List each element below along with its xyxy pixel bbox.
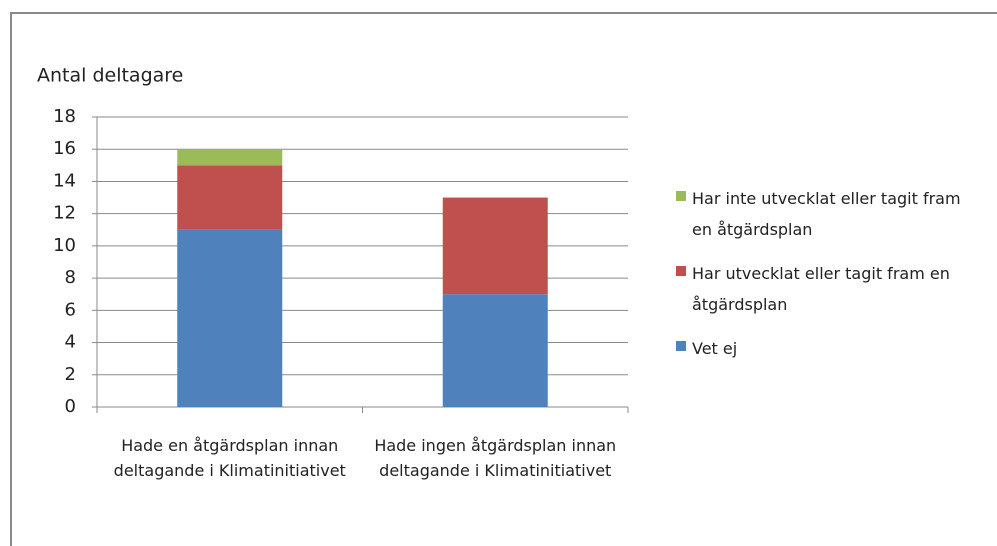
y-tick-label: 2 [65,364,76,385]
y-tick-label: 8 [65,267,76,288]
legend-swatch [676,341,686,351]
y-tick-label: 0 [65,396,76,417]
legend-label: Vet ej [692,339,738,358]
y-tick-label: 12 [53,203,76,224]
x-tick-label: Hade en åtgärdsplan innan deltagande i K… [113,436,346,480]
chart-title: Antal deltagare [37,65,183,87]
legend-swatch [676,266,686,276]
y-tick-label: 4 [65,332,76,353]
bar-segment [177,165,283,230]
y-tick-label: 6 [65,299,76,320]
bar-segment [177,229,283,407]
legend-label: Har inte utvecklat eller tagit fram en å… [692,189,961,239]
legend-label: Har utvecklat eller tagit fram en åtgärd… [692,264,950,314]
y-tick-label: 14 [53,170,76,191]
chart-frame [10,12,997,546]
legend-swatch [676,191,686,201]
bar-segment [442,294,548,407]
y-tick-label: 10 [53,235,76,256]
y-tick-label: 18 [53,106,76,127]
bar-segment [442,197,548,295]
y-tick-label: 16 [53,138,76,159]
bar-segment [177,149,283,166]
x-tick-label: Hade ingen åtgärdsplan innan deltagande … [374,436,617,480]
